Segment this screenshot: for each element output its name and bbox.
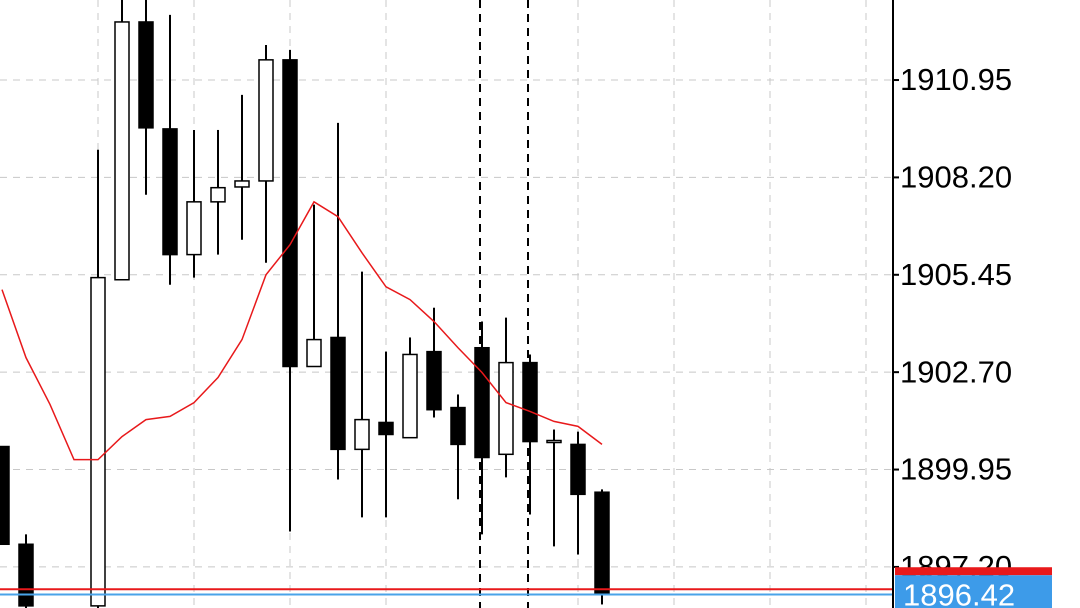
price-box: [895, 575, 1052, 608]
candle-body: [450, 406, 466, 446]
candle-body: [546, 439, 562, 444]
current-price-label: 1896.42: [903, 577, 1015, 608]
plot-area: [0, 0, 893, 608]
candle-body: [234, 180, 250, 188]
candle-body: [306, 338, 322, 368]
candle-body: [570, 443, 586, 496]
y-tick-label: 1910.95: [900, 62, 1012, 97]
candle-body: [186, 201, 202, 256]
candle-body: [114, 21, 130, 281]
price-scale: 1910.951908.201905.451902.701899.951897.…: [893, 62, 1052, 608]
y-tick-label: 1902.70: [900, 354, 1012, 389]
y-tick-label: 1899.95: [900, 452, 1012, 487]
candle-body: [378, 421, 394, 436]
candle-body: [402, 353, 418, 439]
candle-body: [330, 336, 346, 451]
horizontal-grid: [0, 79, 893, 568]
candle-body: [426, 350, 442, 411]
candle-body: [354, 418, 370, 451]
candle-body: [210, 186, 226, 203]
moving-average: [1, 200, 603, 461]
candle-body: [594, 491, 610, 596]
candle-body: [138, 21, 154, 129]
candle-body: [0, 445, 10, 546]
y-tick-label: 1908.20: [900, 160, 1012, 195]
candle-body: [90, 276, 106, 607]
y-tick-label: 1905.45: [900, 257, 1012, 292]
candle-body: [282, 59, 298, 368]
candle-body: [474, 346, 490, 459]
candle-body: [498, 361, 514, 456]
candle-body: [18, 543, 34, 607]
ask-marker: [895, 567, 1052, 576]
candle-body: [258, 59, 274, 182]
candle-body: [522, 361, 538, 443]
candle-body: [162, 128, 178, 256]
